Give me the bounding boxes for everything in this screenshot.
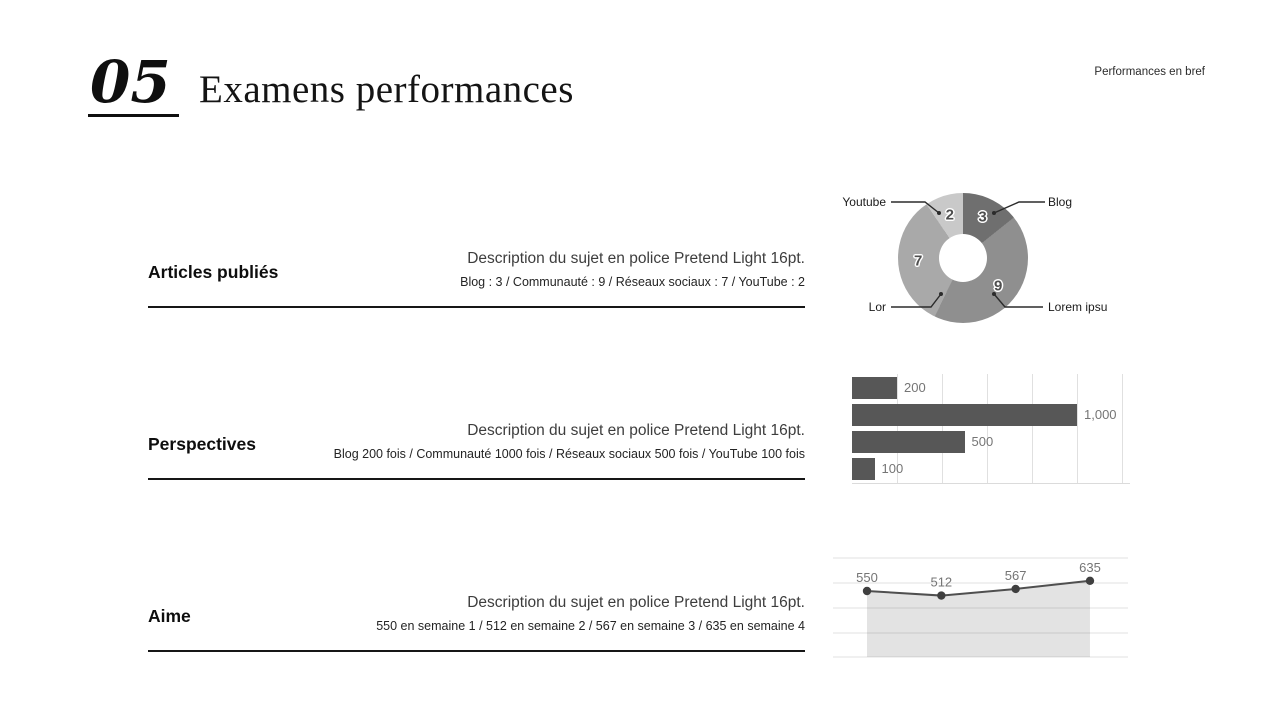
donut-label-youtube: Youtube [842,195,886,209]
grid-line [1032,374,1033,483]
area-fill [867,580,1090,657]
grid-line [987,374,988,483]
grid-line [1077,374,1078,483]
section-perspectives: Perspectives Description du sujet en pol… [148,422,805,484]
donut-hole [939,234,987,282]
corner-note: Performances en bref [1094,66,1205,78]
point-value-label: 550 [856,570,878,585]
bar-value-label: 200 [904,380,926,395]
grid-line [942,374,943,483]
grid-line [897,374,898,483]
donut-value-label: 2 [945,206,954,224]
donut-callout-lines [891,201,1045,308]
data-point [1085,576,1095,585]
data-point [937,591,946,600]
section-description: Description du sujet en police Pretend L… [467,250,805,267]
data-point [862,586,872,596]
section-description: Description du sujet en police Pretend L… [467,594,805,611]
bar-value-label: 1,000 [1084,407,1117,422]
divider [148,650,805,652]
donut-label-blog: Blog [1048,195,1073,209]
donut-label-lor: Lor [868,300,886,314]
donut-label-lorem-ipsu: Lorem ipsu [1048,300,1108,314]
donut-value-label: 9 [994,277,1003,295]
bar [852,377,897,399]
divider [148,306,805,308]
section-description: Description du sujet en police Pretend L… [467,422,805,439]
section-number: 05 [88,50,179,117]
point-value-label: 512 [930,575,952,590]
section-aime: Aime Description du sujet en police Pret… [148,594,805,656]
section-heading: Articles publiés [148,262,279,282]
line-chart-svg: 550 512 567 635 [833,557,1128,658]
data-point [1011,584,1020,594]
section-detail: 550 en semaine 1 / 512 en semaine 2 / 56… [376,619,805,633]
page-title: Examens performances [199,68,574,111]
point-value-label: 567 [1005,568,1027,583]
bar-chart: 200 1,000 500 100 [852,374,1130,484]
trend-line [866,579,1091,597]
bar [852,458,875,480]
bar-value-label: 500 [971,434,994,449]
section-heading: Perspectives [148,434,256,454]
divider [148,478,805,480]
bar-chart-baseline [852,483,1130,484]
section-detail: Blog 200 fois / Communauté 1000 fois / R… [333,447,805,461]
section-heading: Aime [148,606,191,626]
donut-chart: Youtube Blog Lor Lorem ipsu 3 9 7 2 [833,185,1128,330]
grid-line [1122,374,1123,483]
donut-value-label: 3 [978,208,987,226]
donut-value-label: 7 [913,252,923,270]
section-detail: Blog : 3 / Communauté : 9 / Réseaux soci… [460,275,805,289]
point-value-label: 635 [1079,560,1101,575]
section-articles: Articles publiés Description du sujet en… [148,250,805,312]
bar [852,431,965,453]
bar-value-label: 100 [881,461,904,476]
bar [852,404,1077,426]
